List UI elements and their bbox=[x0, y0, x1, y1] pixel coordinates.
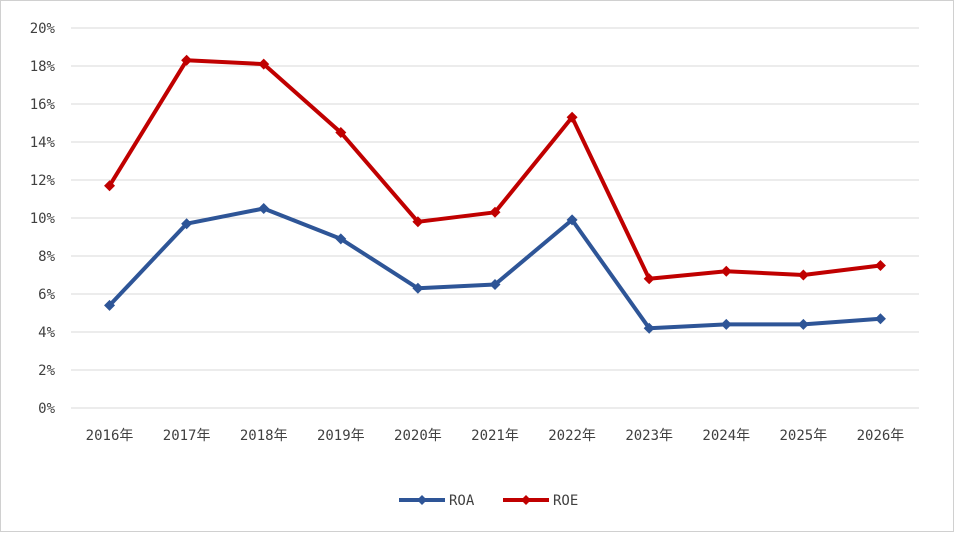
data-point bbox=[489, 279, 501, 290]
data-point bbox=[335, 233, 347, 245]
y-tick-label: 10% bbox=[30, 211, 56, 227]
data-point bbox=[797, 318, 809, 330]
data-point bbox=[566, 111, 578, 123]
series-line bbox=[107, 206, 883, 331]
data-point bbox=[412, 282, 424, 294]
x-tick-label: 2016年 bbox=[86, 428, 134, 444]
data-point bbox=[412, 216, 424, 228]
y-axis-ticks: 0% 2% 4% 6% 8% 10% 12% 14% 16% 18% 20% bbox=[30, 21, 56, 417]
x-tick-label: 2021年 bbox=[471, 428, 519, 444]
y-tick-label: 14% bbox=[30, 135, 56, 151]
series-lines bbox=[104, 54, 886, 334]
data-point bbox=[797, 269, 809, 281]
series-line bbox=[107, 58, 883, 281]
legend-label: ROE bbox=[553, 493, 578, 509]
data-point bbox=[258, 203, 270, 214]
legend-label: ROA bbox=[449, 493, 475, 509]
y-tick-label: 2% bbox=[38, 363, 55, 379]
x-tick-label: 2019年 bbox=[317, 428, 365, 444]
y-tick-label: 0% bbox=[38, 401, 55, 417]
y-tick-label: 8% bbox=[38, 249, 55, 265]
legend-marker bbox=[521, 495, 531, 505]
x-tick-label: 2018年 bbox=[240, 428, 288, 444]
legend: ROA ROE bbox=[399, 493, 578, 509]
y-tick-label: 12% bbox=[30, 173, 56, 189]
data-point bbox=[874, 313, 886, 325]
x-tick-label: 2024年 bbox=[702, 428, 750, 444]
legend-item-roa: ROA bbox=[399, 493, 475, 509]
y-tick-label: 20% bbox=[30, 21, 56, 37]
x-tick-label: 2026年 bbox=[857, 428, 905, 444]
data-point bbox=[566, 214, 578, 226]
series-roe bbox=[104, 54, 886, 285]
data-point bbox=[104, 299, 116, 311]
x-tick-label: 2023年 bbox=[625, 428, 673, 444]
series-roa bbox=[104, 203, 886, 334]
x-tick-label: 2020年 bbox=[394, 428, 442, 444]
data-point bbox=[181, 54, 193, 66]
data-point bbox=[874, 260, 886, 271]
data-point bbox=[643, 322, 655, 334]
gridlines bbox=[71, 27, 919, 409]
y-tick-label: 16% bbox=[30, 97, 56, 113]
y-tick-label: 4% bbox=[38, 325, 55, 341]
data-point bbox=[720, 265, 732, 277]
legend-marker bbox=[417, 495, 427, 505]
x-tick-label: 2025年 bbox=[780, 428, 828, 444]
data-point bbox=[258, 58, 270, 70]
data-point bbox=[181, 218, 193, 230]
legend-item-roe: ROE bbox=[503, 493, 578, 509]
data-point bbox=[643, 273, 655, 285]
x-tick-label: 2017年 bbox=[163, 428, 211, 444]
y-tick-label: 18% bbox=[30, 59, 56, 75]
data-point bbox=[720, 318, 732, 330]
x-axis-ticks: 2016年 2017年 2018年 2019年 2020年 2021年 2022年 2023年… bbox=[86, 428, 905, 444]
x-tick-label: 2022年 bbox=[548, 428, 596, 444]
data-point bbox=[335, 127, 347, 138]
data-point bbox=[489, 206, 501, 218]
y-tick-label: 6% bbox=[38, 287, 55, 303]
data-point bbox=[104, 180, 116, 192]
